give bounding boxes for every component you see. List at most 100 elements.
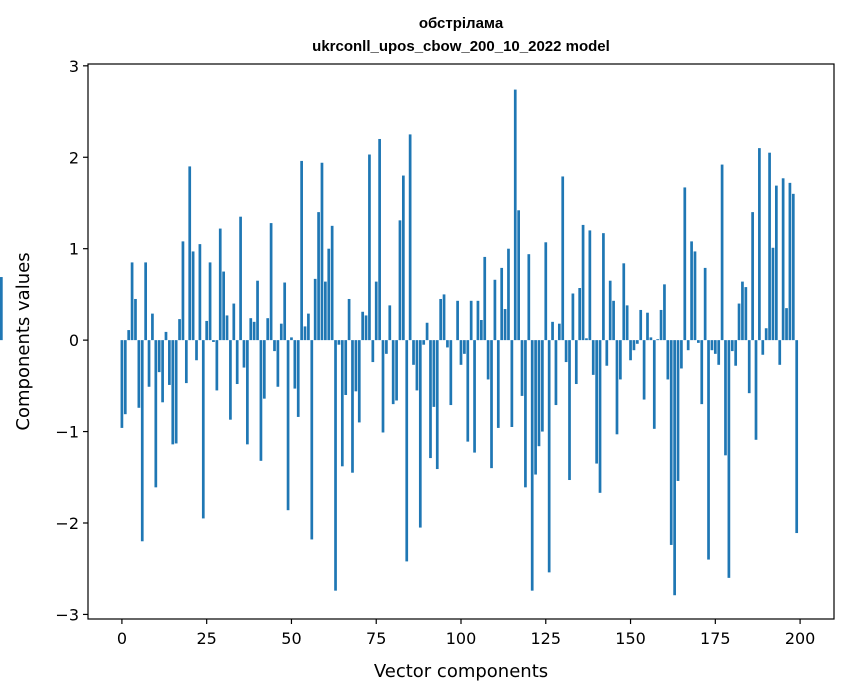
y-axis-ticks: −3 −2 −1 0 1 2 3 [55,57,88,624]
bar-140 [595,340,598,464]
bar-180 [730,340,734,352]
bar-42 [262,340,266,399]
bar-179 [727,340,731,578]
x-tick-label: 200 [785,629,816,648]
bar-104 [473,340,476,453]
bar-53 [300,160,303,341]
bar-147 [619,340,622,380]
bar-70 [357,340,361,423]
bar-undefined [0,277,3,341]
bar-28 [215,340,219,391]
bar-81 [395,340,398,401]
bar-134 [574,340,578,385]
bar-13 [164,331,168,341]
bar-121 [530,340,534,591]
bar-184 [744,287,748,341]
bar-160 [663,284,666,341]
bar-169 [693,251,697,341]
bar-92 [432,340,436,407]
bar-155 [646,312,649,341]
bar-146 [615,340,619,435]
bar-49 [286,340,290,511]
bar-26 [208,262,212,341]
bar-122 [534,340,537,475]
bar-1 [123,340,127,415]
bar-55 [307,313,310,341]
bar-31 [225,315,229,341]
bar-14 [168,340,171,385]
bar-90 [425,322,429,341]
y-tick-label: −3 [55,605,79,624]
bar-170 [697,340,700,343]
bar-47 [279,323,283,341]
bar-34 [235,340,239,385]
bar-39 [252,321,256,341]
bar-166 [683,187,687,341]
bar-7 [144,262,147,341]
bar-35 [239,216,242,341]
bar-107 [483,256,487,341]
bar-128 [554,340,558,406]
bar-157 [652,340,656,429]
x-tick-label: 75 [366,629,386,648]
bar-74 [371,340,375,363]
bar-174 [710,340,714,351]
bar-135 [578,288,582,341]
bar-59 [320,162,324,341]
bar-33 [232,303,236,341]
bar-0 [120,340,124,428]
bar-36 [242,340,246,368]
bar-152 [635,340,639,344]
bar-89 [422,340,426,345]
x-tick-label: 150 [615,629,646,648]
bar-133 [571,293,575,341]
bar-96 [446,340,449,348]
bar-165 [680,340,683,369]
bar-106 [479,320,483,341]
bar-27 [212,340,215,342]
bar-190 [764,328,768,341]
chart-subtitle: ukrconll_upos_cbow_200_10_2022 model [312,38,610,55]
bar-188 [758,148,761,341]
bar-69 [354,340,358,392]
bar-82 [398,220,402,341]
bar-32 [229,340,232,420]
bar-131 [564,340,568,363]
bar-194 [778,340,782,365]
bar-151 [632,340,636,351]
bar-110 [493,279,497,341]
y-tick-label: −1 [55,423,79,442]
bar-30 [222,271,225,341]
bar-105 [476,300,480,341]
bar-138 [588,230,592,341]
bar-23 [198,244,202,341]
bar-171 [700,340,704,405]
bar-167 [686,340,690,351]
bar-143 [605,340,609,366]
bar-4 [134,298,137,341]
bar-62 [330,225,334,341]
x-tick-label: 25 [197,629,217,648]
bar-153 [639,309,643,341]
bar-149 [625,305,629,341]
bar-41 [259,340,263,461]
bar-76 [378,138,381,341]
bar-197 [788,182,792,341]
bar-130 [561,176,565,341]
bar-2 [127,330,131,341]
bar-60 [324,281,327,341]
bar-161 [666,340,670,380]
bar-54 [303,326,307,341]
chart-title: обстрілама [419,15,504,32]
bar-86 [412,340,415,365]
bar-51 [293,340,297,389]
bar-172 [703,267,707,341]
bar-117 [517,210,520,341]
bar-83 [402,175,405,341]
bar-22 [195,340,198,361]
bar-178 [724,340,727,456]
bar-154 [642,340,646,400]
bar-10 [154,340,158,488]
bar-181 [734,340,738,366]
